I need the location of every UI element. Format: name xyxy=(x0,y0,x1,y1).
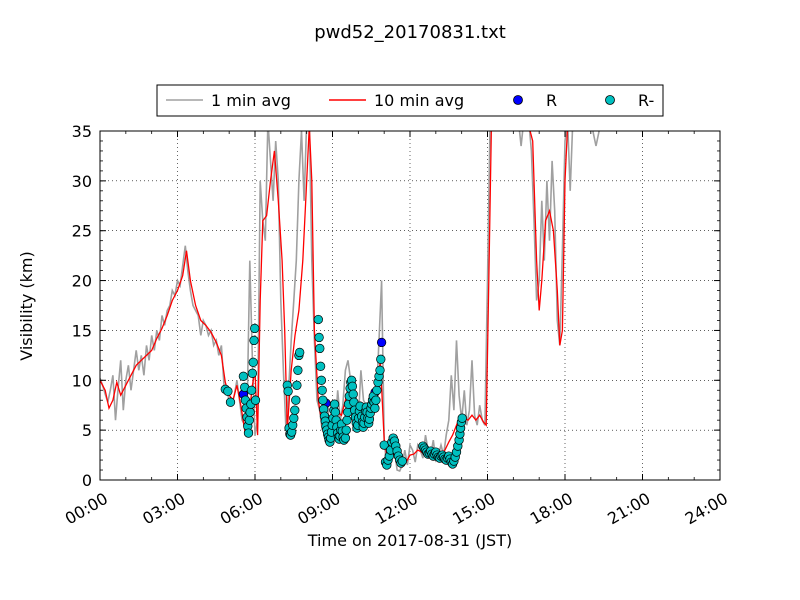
legend-label-r: R xyxy=(546,91,557,110)
series-point-3 xyxy=(246,385,257,395)
series-point-3 xyxy=(314,332,324,343)
series-point-3 xyxy=(248,357,258,367)
series-point-3 xyxy=(397,456,407,466)
legend: 1 min avg 10 min avg R R- xyxy=(156,84,664,117)
x-tick-label: 03:00 xyxy=(139,489,188,529)
y-axis-label: Visibility (km) xyxy=(17,251,36,360)
y-tick-label: 35 xyxy=(72,122,92,141)
series-point-3 xyxy=(249,335,259,346)
x-tick-label: 12:00 xyxy=(372,489,421,529)
series-point-3 xyxy=(292,380,302,390)
x-tick-label: 00:00 xyxy=(62,489,111,529)
series-point-3 xyxy=(372,385,382,395)
plot-area xyxy=(100,131,600,473)
series-point-3 xyxy=(243,428,254,438)
series-point-3 xyxy=(371,395,381,405)
series-point-3 xyxy=(238,371,249,381)
legend-label-1min: 1 min avg xyxy=(211,91,291,110)
series-point-3 xyxy=(247,368,258,378)
series-point-3 xyxy=(244,415,254,425)
series-line-1 xyxy=(100,131,569,468)
y-tick-label: 25 xyxy=(72,222,92,241)
series-point-3 xyxy=(291,395,301,405)
x-axis-label: Time on 2017-08-31 (JST) xyxy=(307,531,512,550)
series-point-3 xyxy=(340,433,351,443)
series-point-3 xyxy=(250,323,260,334)
series-point-3 xyxy=(293,365,303,375)
x-tick-label: 18:00 xyxy=(527,489,576,529)
y-tick-label: 15 xyxy=(72,321,92,340)
series-point-3 xyxy=(347,381,358,391)
series-point-3 xyxy=(313,314,323,325)
series-point-3 xyxy=(318,395,328,405)
legend-marker-r xyxy=(513,95,523,105)
x-tick-label: 15:00 xyxy=(449,489,498,529)
series-point-3 xyxy=(376,354,386,364)
series-point-3 xyxy=(342,415,352,425)
series-point-3 xyxy=(375,365,385,375)
x-tick-labels: 00:00 03:00 06:00 09:00 12:00 15:00 18:00 21:00… xyxy=(62,489,731,529)
series-point-3 xyxy=(223,386,233,396)
series-point-3 xyxy=(330,407,340,417)
legend-label-10min: 10 min avg xyxy=(374,91,464,110)
series-point-3 xyxy=(329,399,340,409)
series-point-3 xyxy=(317,385,327,395)
x-tick-label: 06:00 xyxy=(217,489,266,529)
x-tick-label: 21:00 xyxy=(604,489,653,529)
legend-label-r-minus: R- xyxy=(638,91,654,110)
y-tick-labels: 0 5 10 15 20 25 30 35 xyxy=(72,122,92,490)
y-tick-label: 20 xyxy=(72,272,92,291)
series-point-3 xyxy=(283,386,293,396)
series-point-3 xyxy=(225,397,236,407)
y-tick-label: 5 xyxy=(82,421,92,440)
series-point-3 xyxy=(245,407,255,417)
series-point-3 xyxy=(457,413,467,423)
series-point-3 xyxy=(315,361,326,371)
series-point-3 xyxy=(370,403,380,413)
x-tick-label: 09:00 xyxy=(294,489,343,529)
series-point-2 xyxy=(376,337,387,348)
legend-marker-r-minus xyxy=(605,95,615,105)
y-tick-label: 30 xyxy=(72,172,92,191)
legend-box xyxy=(156,84,664,117)
series-point-3 xyxy=(315,343,325,354)
series-point-3 xyxy=(295,347,305,358)
series-point-3 xyxy=(289,413,299,423)
series-point-3 xyxy=(316,375,327,385)
series-point-3 xyxy=(290,405,300,415)
series-point-3 xyxy=(348,389,358,399)
series-point-3 xyxy=(341,425,351,435)
chart-title: pwd52_20170831.txt xyxy=(314,22,506,43)
y-tick-label: 10 xyxy=(72,371,92,390)
x-tick-label: 24:00 xyxy=(682,489,731,529)
plot-frame xyxy=(99,130,721,481)
series-point-3 xyxy=(250,395,261,405)
y-tick-label: 0 xyxy=(82,471,92,490)
